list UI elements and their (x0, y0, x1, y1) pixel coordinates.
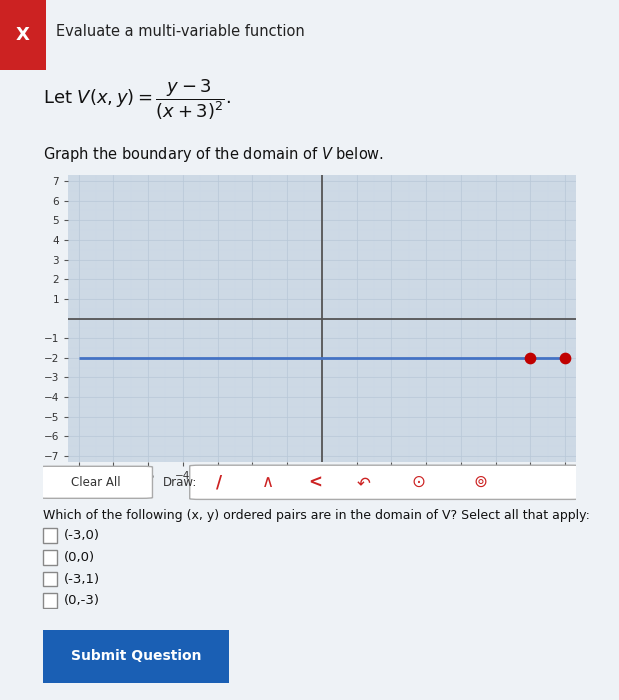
Bar (0, 0, 46, 70)
Text: Submit Question: Submit Question (71, 650, 201, 664)
Text: $\circledcirc$: $\circledcirc$ (473, 473, 487, 491)
Text: $\wedge$: $\wedge$ (261, 473, 273, 491)
Text: Graph the boundary of the domain of $V$ below.: Graph the boundary of the domain of $V$ … (43, 144, 384, 164)
Text: X: X (16, 26, 30, 44)
Text: <: < (308, 473, 322, 491)
Text: (-3,0): (-3,0) (64, 529, 100, 542)
Point (560, 352, 570, 363)
Text: Let $V(x, y) = \dfrac{y-3}{(x+3)^{2}}.$: Let $V(x, y) = \dfrac{y-3}{(x+3)^{2}}.$ (43, 77, 231, 122)
Text: /: / (216, 473, 222, 491)
Bar (43, 550, 57, 564)
Text: Evaluate a multi-variable function: Evaluate a multi-variable function (56, 24, 305, 39)
Text: (0,0): (0,0) (64, 551, 95, 564)
FancyBboxPatch shape (189, 466, 581, 499)
Text: $\odot$: $\odot$ (412, 473, 426, 491)
FancyBboxPatch shape (34, 627, 238, 685)
Bar (43, 528, 57, 542)
Text: Draw:: Draw: (163, 476, 197, 489)
Text: (0,-3): (0,-3) (64, 594, 100, 608)
Text: Clear All: Clear All (71, 476, 120, 489)
Bar (43, 572, 57, 586)
Text: (-3,1): (-3,1) (64, 573, 100, 586)
Point (526, 352, 535, 363)
Text: Which of the following (x, y) ordered pairs are in the domain of V? Select all t: Which of the following (x, y) ordered pa… (43, 509, 590, 522)
FancyBboxPatch shape (38, 466, 152, 498)
Text: $\curvearrowleft$: $\curvearrowleft$ (353, 473, 372, 491)
Bar (43, 594, 57, 608)
